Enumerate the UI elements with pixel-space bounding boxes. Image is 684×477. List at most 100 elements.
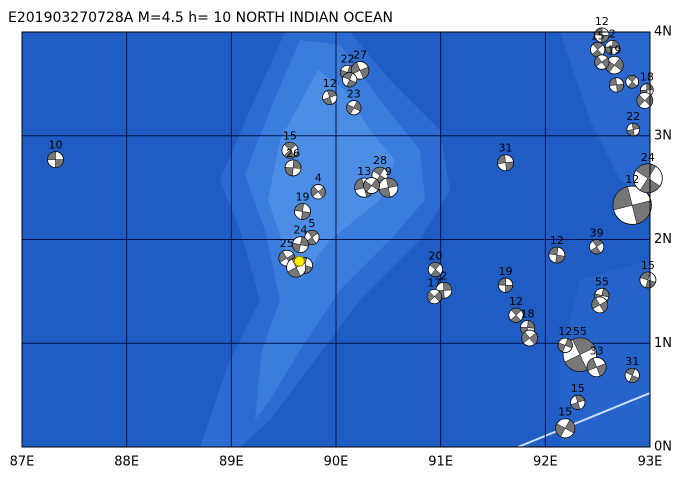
depth-label: 9 [385,165,392,178]
lat-label: 3N [654,128,672,143]
depth-label: 31 [499,142,513,155]
events [47,27,663,439]
depth-label: 24 [293,224,307,237]
focal-mechanism [604,39,620,56]
ball-quadrant [426,291,435,303]
lon-label: 93E [638,455,663,470]
depth-label: 22 [626,110,640,123]
ball-quadrant [594,55,603,67]
depth-label: 15 [283,129,297,142]
focal-mechanism [281,141,299,159]
ball-quadrant [354,178,365,191]
ball-quadrant [322,97,333,105]
ball-quadrant [612,40,620,49]
ball-quadrant [327,89,337,98]
depth-label: 5 [308,217,315,230]
ball-quadrant [55,159,64,168]
depth-label: 17 [427,276,441,289]
ball-quadrant [601,288,610,298]
depth-label: 23 [347,88,361,101]
focal-mechanism [586,357,607,378]
focal-mechanism [342,72,358,88]
focal-mechanism [363,177,380,194]
ball-quadrant [429,262,441,270]
ball-quadrant [510,307,522,316]
ball-quadrant [287,267,301,278]
ball-quadrant [294,203,304,212]
ball-quadrant [443,282,453,291]
focal-mechanism [589,239,605,255]
lon-label: 87E [10,455,35,470]
focal-mechanism [605,55,624,75]
focal-mechanism [497,277,514,293]
depth-label: 12 [625,173,639,186]
depth-label: 39 [590,227,604,240]
focal-mechanism [626,122,641,137]
focal-mechanism [346,100,362,116]
depth-label: 12 [558,325,572,338]
ball-quadrant [363,180,372,193]
ball-quadrant [612,186,633,211]
depth-label: 26 [286,147,300,160]
ball-quadrant [586,357,597,372]
focal-mechanism [294,203,311,220]
focal-mechanism [548,246,566,264]
ball-quadrant [372,166,385,176]
focal-mechanism [497,154,514,172]
depth-label: 31 [625,355,639,368]
ball-quadrant [292,242,301,253]
ball-quadrant [284,142,297,151]
ball-quadrant [604,46,613,55]
ball-quadrant [548,246,559,256]
depth-label: 55 [573,325,587,338]
ball-quadrant [278,250,288,263]
ball-quadrant [599,300,609,313]
ridge-top [268,70,395,280]
ball-quadrant [614,57,624,71]
depth-label: 25 [280,237,294,250]
ball-quadrant [570,402,581,410]
depth-label: 12 [323,77,337,90]
depth-label: 27 [353,49,367,62]
depth-label: 15 [571,382,585,395]
ball-quadrant [575,394,585,403]
focal-mechanism [304,229,320,246]
frame [21,31,651,448]
focal-mechanism [378,177,399,198]
ball-quadrant [307,230,319,238]
ball-quadrant [317,186,326,198]
depth-label: 15 [558,406,572,419]
depth-label: 10 [48,139,62,152]
focal-mechanism [322,89,338,105]
title: E201903270728A M=4.5 h= 10 NORTH INDIAN … [8,10,393,26]
ball-quadrant [47,151,56,160]
ball-quadrant [572,337,596,355]
ball-quadrant [627,81,638,89]
focal-mechanism [292,236,309,254]
ball-quadrant [301,211,311,220]
ball-quadrant [555,423,566,438]
ball-quadrant [497,154,506,164]
depth-label: 24 [641,151,655,164]
ball-quadrant [284,167,294,177]
ball-quadrant [625,367,636,376]
focal-mechanism [555,418,576,439]
depth-label: 33 [590,345,604,358]
ball-quadrant [510,314,522,323]
focal-mechanism [427,261,444,278]
ball-quadrant [590,246,601,255]
focal-mechanism [47,151,64,169]
ball-quadrant [498,277,506,286]
lon-label: 90E [324,455,349,470]
ball-quadrant [434,291,442,302]
focal-mechanism [625,75,640,89]
ball-quadrant [609,77,617,86]
lon-label: 92E [533,455,558,470]
focal-mechanism [426,288,442,305]
depth-label: 28 [373,154,387,167]
ball-quadrant [310,185,319,197]
ball-quadrant [636,94,646,107]
ball-quadrant [529,332,538,345]
